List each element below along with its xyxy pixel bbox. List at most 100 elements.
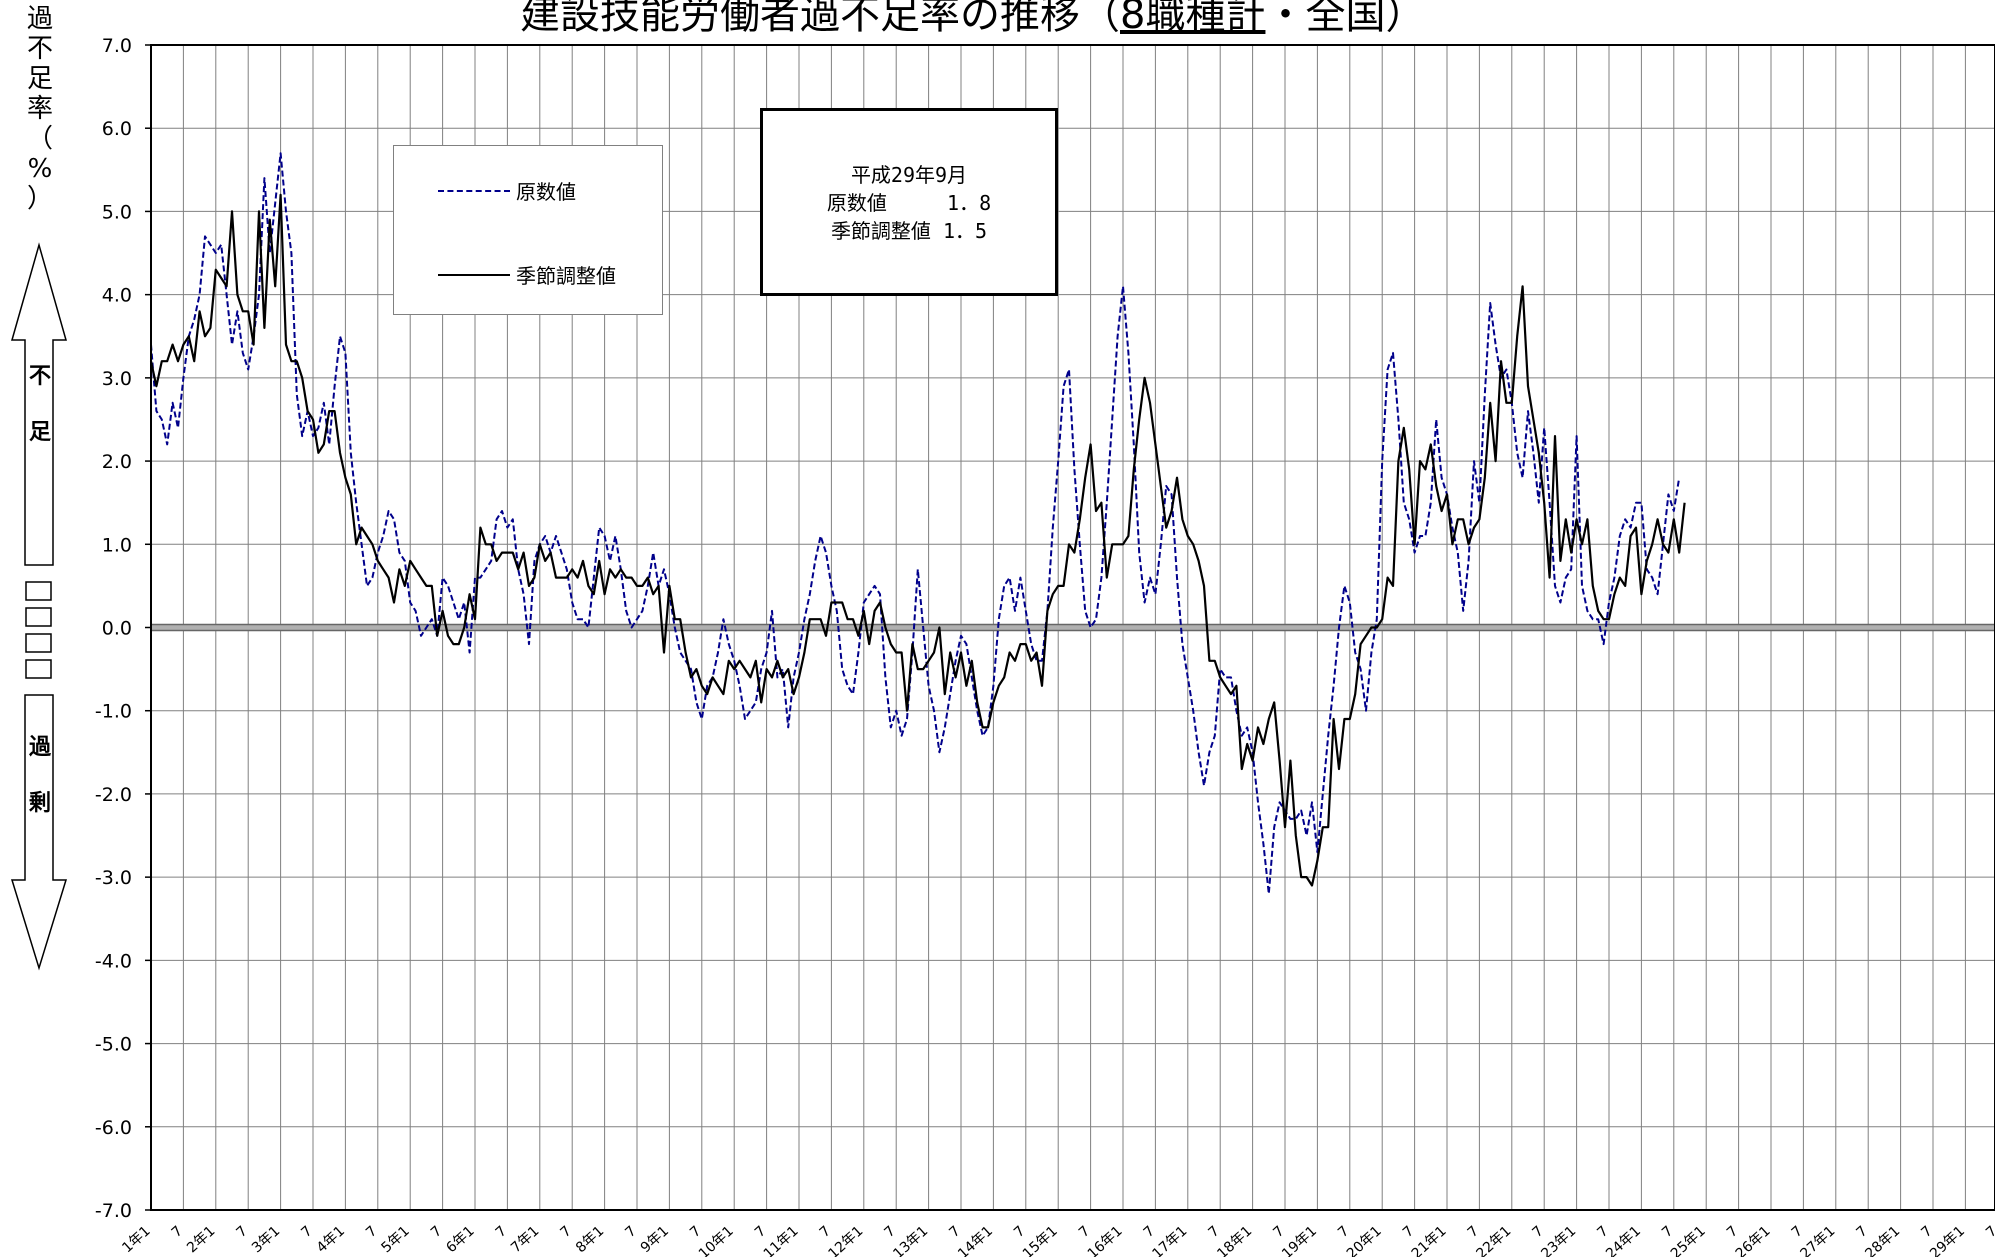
y-tick-label: -4.0	[95, 950, 132, 972]
shortage-label: 不 足	[24, 362, 56, 448]
x-tick-label: 22年1	[1473, 1223, 1514, 1257]
x-tick-label: 13年1	[890, 1223, 931, 1257]
zero-band	[151, 624, 1995, 631]
y-tick-label: 1.0	[102, 534, 132, 556]
x-tick-label: 7	[1206, 1223, 1223, 1241]
x-tick-label: 11年1	[761, 1223, 802, 1257]
x-tick-label: 26年1	[1733, 1223, 1774, 1257]
y-axis-label-char: 率	[26, 94, 53, 124]
zero-line	[151, 623, 1995, 632]
x-tick-label: 7	[687, 1223, 704, 1241]
x-tick-label: 7	[622, 1223, 639, 1241]
x-tick-label: 7	[1789, 1223, 1806, 1241]
x-tick-label: 7	[752, 1223, 769, 1241]
y-tick-label: 4.0	[102, 285, 132, 307]
y-tick-label: 3.0	[102, 368, 132, 390]
legend: 原数値 季節調整値	[393, 145, 663, 315]
chart-title-underlined: 8職種計	[1120, 0, 1266, 38]
x-tick-label: 7年1	[508, 1223, 542, 1256]
x-tick-label: 7	[1724, 1223, 1741, 1241]
arrow-neutral-box	[25, 581, 52, 601]
x-tick-label: 15年1	[1020, 1223, 1061, 1257]
x-tick-label: 12年1	[825, 1223, 866, 1257]
y-tick-label: 6.0	[102, 118, 132, 140]
y-tick-labels: 7.0 6.0 5.0 4.0 3.0 2.0 1.0 0.0 -1.0 -2.0 -3.0 -4.0…	[95, 35, 151, 1222]
surplus-label-char: 過	[28, 735, 51, 760]
chart-title-suffix: ・全国）	[1265, 0, 1426, 38]
series-line-seasonal	[149, 193, 1686, 887]
x-tick-label: 7	[1659, 1223, 1676, 1241]
x-tick-label: 7	[1270, 1223, 1287, 1241]
x-tick-label: 4年1	[314, 1223, 348, 1256]
arrow-neutral-box	[25, 607, 52, 627]
arrow-neutral-box	[25, 659, 52, 679]
shortage-surplus-arrows	[10, 242, 68, 971]
x-tick-label: 1年1	[119, 1223, 153, 1256]
x-tick-label: 18年1	[1214, 1223, 1255, 1257]
x-tick-label: 25年1	[1668, 1223, 1709, 1257]
legend-label-raw: 原数値	[516, 180, 576, 204]
y-tick-label: -3.0	[95, 867, 132, 889]
chart-title: 建設技能労働者過不足率の推移（8職種計・全国）	[520, 0, 1425, 40]
y-tick-label: -2.0	[95, 784, 132, 806]
x-tick-label: 8年1	[573, 1223, 607, 1256]
x-tick-label: 2年1	[184, 1223, 218, 1256]
shortage-arrow-icon	[11, 242, 67, 566]
x-tick-label: 5年1	[379, 1223, 413, 1256]
surplus-label-char: 剰	[28, 791, 51, 816]
legend-item-raw: 原数値	[438, 176, 576, 205]
x-tick-label: 7	[1141, 1223, 1158, 1241]
legend-label-seasonal: 季節調整値	[516, 264, 616, 288]
plot-frame	[150, 44, 1995, 1211]
x-tick-label: 24年1	[1603, 1223, 1644, 1257]
x-tick-label: 7	[1465, 1223, 1482, 1241]
x-tick-label: 19年1	[1279, 1223, 1320, 1257]
x-tick-label: 20年1	[1344, 1223, 1385, 1257]
annotation-line-3: 季節調整値 1．5	[830, 219, 988, 243]
series-line-raw	[150, 152, 1681, 895]
series-lines	[149, 152, 1686, 895]
x-tick-label: 7	[428, 1223, 445, 1241]
x-tick-label: 7	[363, 1223, 380, 1241]
x-tick-label: 7	[558, 1223, 575, 1241]
y-axis-label-char: %	[27, 154, 53, 184]
legend-swatch-solid	[438, 273, 510, 276]
x-tick-label: 7	[1076, 1223, 1093, 1241]
x-tick-label: 7	[817, 1223, 834, 1241]
x-tick-label: 7	[1983, 1223, 1995, 1241]
y-tick-label: -6.0	[95, 1117, 132, 1139]
x-tick-label: 7	[234, 1223, 251, 1241]
arrow-neutral-box	[25, 633, 52, 653]
y-tick-label: 2.0	[102, 451, 132, 473]
x-tick-label: 7	[1400, 1223, 1417, 1241]
y-tick-label: -7.0	[95, 1200, 132, 1222]
x-tick-label: 16年1	[1085, 1223, 1126, 1257]
y-tick-label: 0.0	[102, 618, 132, 640]
x-tick-label: 29年1	[1927, 1223, 1968, 1257]
x-tick-label: 6年1	[443, 1223, 477, 1256]
x-tick-label: 7	[882, 1223, 899, 1241]
y-axis-label-char: ）	[26, 184, 53, 214]
legend-item-seasonal: 季節調整値	[438, 260, 616, 289]
x-tick-label: 7	[1530, 1223, 1547, 1241]
legend-swatch-dashed	[438, 189, 510, 192]
x-tick-label: 21年1	[1409, 1223, 1450, 1257]
x-tick-label: 17年1	[1149, 1223, 1190, 1257]
x-tick-label: 7	[1011, 1223, 1028, 1241]
y-axis-label-char: 不	[26, 34, 53, 64]
x-tick-label: 28年1	[1862, 1223, 1903, 1257]
chart-title-prefix: 建設技能労働者過不足率の推移（	[520, 0, 1120, 38]
x-tick-label: 23年1	[1538, 1223, 1579, 1257]
x-tick-label: 7	[493, 1223, 510, 1241]
x-tick-label: 10年1	[696, 1223, 737, 1257]
x-tick-label: 7	[1854, 1223, 1871, 1241]
shortage-label-char: 不	[28, 364, 51, 389]
surplus-label: 過 剰	[24, 733, 56, 819]
annotation-line-2: 原数値 1．8	[826, 191, 992, 215]
y-tick-label: 7.0	[102, 35, 132, 57]
y-axis-label-char: （	[26, 124, 53, 154]
x-tick-label: 27年1	[1797, 1223, 1838, 1257]
x-tick-label: 3年1	[249, 1223, 283, 1256]
y-axis-label-char: 足	[26, 64, 53, 94]
shortage-label-char: 足	[28, 420, 51, 445]
